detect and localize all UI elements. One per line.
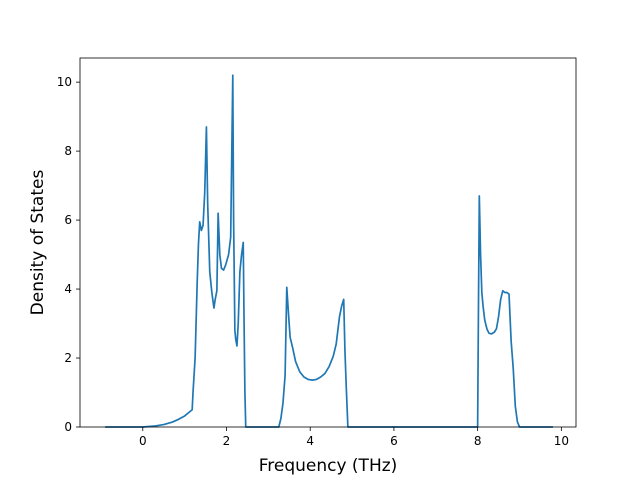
dos-series-line — [105, 74, 553, 428]
x-tick-label: 0 — [139, 434, 147, 448]
axis-ticks: 0 2 4 6 8 10 0 2 4 6 8 10 — [57, 75, 569, 448]
axes-frame — [79, 57, 577, 428]
x-tick-label: 2 — [223, 434, 231, 448]
y-tick-label: 2 — [64, 351, 72, 365]
x-tick-label: 6 — [390, 434, 398, 448]
x-tick-label: 10 — [554, 434, 569, 448]
y-tick-label: 6 — [64, 213, 72, 227]
y-tick-label: 10 — [57, 75, 72, 89]
y-axis-label: Density of States — [28, 170, 48, 316]
x-tick-label: 4 — [306, 434, 314, 448]
y-tick-label: 4 — [64, 282, 72, 296]
plot-area — [105, 74, 553, 428]
x-axis-label: Frequency (THz) — [259, 456, 398, 476]
y-tick-label: 8 — [64, 144, 72, 158]
y-tick-label: 0 — [64, 420, 72, 434]
x-tick-label: 8 — [474, 434, 482, 448]
